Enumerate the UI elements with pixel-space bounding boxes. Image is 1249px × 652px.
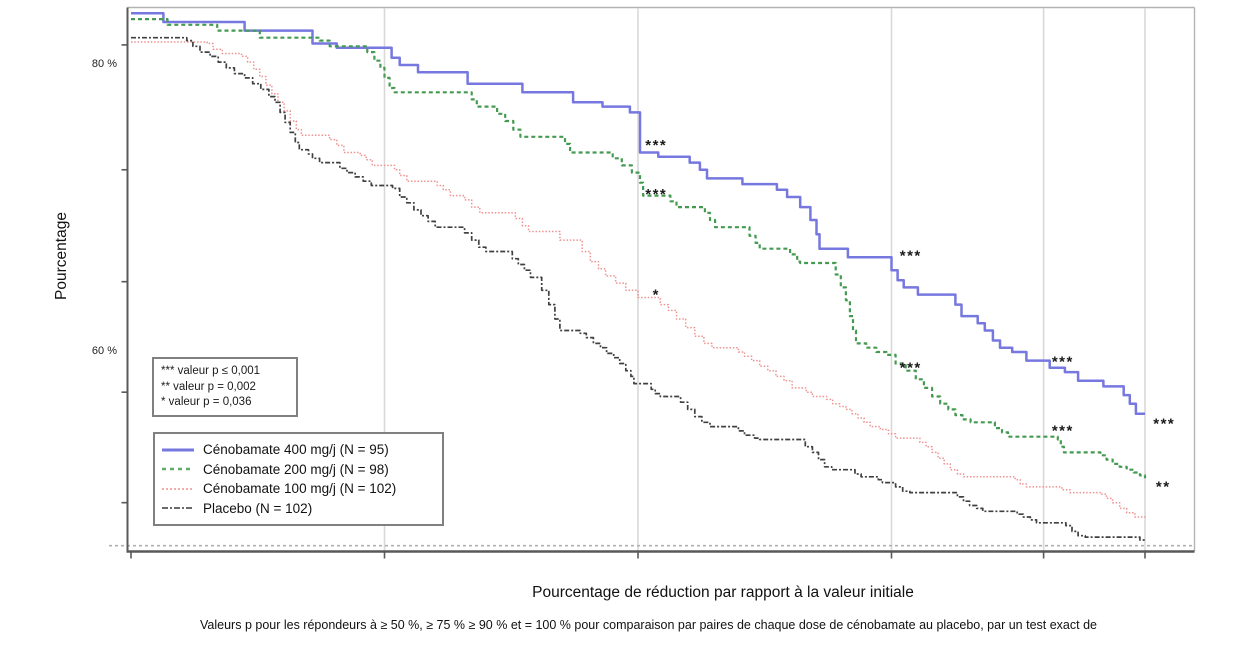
p-value-line: ** valeur p = 0,002 (161, 380, 256, 393)
legend-row: Cénobamate 400 mg/j (N = 95) (161, 440, 436, 460)
legend-label: Cénobamate 200 mg/j (N = 98) (203, 461, 389, 477)
significance-annotation: *** (645, 137, 667, 154)
significance-annotation: *** (1052, 423, 1074, 440)
legend-line-sample-icon (162, 487, 194, 490)
series-legend-box: Cénobamate 400 mg/j (N = 95) Cénobamate … (153, 432, 444, 526)
significance-annotation: *** (645, 186, 667, 203)
y-axis-title: Pourcentage (53, 212, 70, 300)
series-line-3 (131, 36, 1146, 542)
legend-label: Cénobamate 400 mg/j (N = 95) (203, 442, 389, 458)
p-value-line: * valeur p = 0,036 (161, 396, 252, 408)
significance-annotation: *** (900, 359, 922, 376)
legend-row: Cénobamate 100 mg/j (N = 102) (161, 479, 436, 499)
legend-line-sample-icon (162, 448, 194, 452)
significance-annotation: ** (1156, 479, 1171, 496)
p-value-legend-box: *** valeur p ≤ 0,001 ** valeur p = 0,002… (152, 357, 298, 417)
figure-caption: Valeurs p pour les répondeurs à ≥ 50 %, … (200, 618, 1097, 632)
y-tick-label-60: 60 % (91, 345, 117, 357)
significance-annotation: *** (1153, 415, 1175, 432)
significance-annotation: *** (1052, 354, 1074, 371)
y-tick-label-80: 80 % (91, 58, 117, 70)
legend-row: Placebo (N = 102) (161, 499, 436, 519)
series-line-1 (131, 18, 1147, 479)
x-axis-title: Pourcentage de réduction par rapport à l… (532, 584, 914, 601)
legend-label: Cénobamate 100 mg/j (N = 102) (203, 481, 397, 497)
series-line-0 (131, 12, 1145, 415)
p-value-line: *** valeur p ≤ 0,001 (161, 365, 261, 377)
significance-annotation: * (653, 286, 660, 303)
legend-label: Placebo (N = 102) (203, 500, 313, 516)
legend-row: Cénobamate 200 mg/j (N = 98) (161, 460, 436, 480)
legend-line-sample-icon (162, 467, 194, 471)
legend-line-sample-icon (162, 507, 194, 510)
significance-annotation: *** (900, 248, 922, 265)
